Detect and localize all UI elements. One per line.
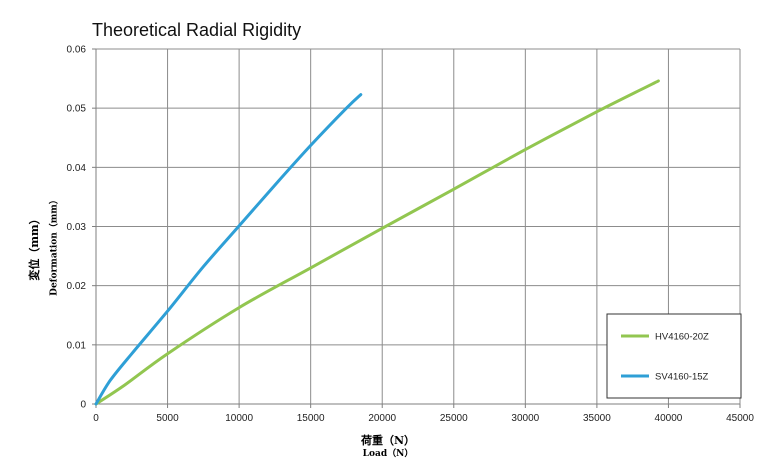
series-line-2: [94, 93, 363, 406]
y-tick-label: 0.03: [67, 222, 87, 233]
x-tick-label: 40000: [655, 413, 683, 424]
y-axis-label-secondary: Deformation（mm）: [49, 195, 60, 296]
x-tick-label: 10000: [225, 413, 253, 424]
x-tick-label: 45000: [726, 413, 754, 424]
y-tick-label: 0.06: [67, 45, 87, 56]
x-tick-label: 35000: [583, 413, 611, 424]
x-tick-label: 25000: [440, 413, 468, 424]
x-tick-label: 30000: [511, 413, 539, 424]
legend-label: SV4160-15Z: [655, 372, 709, 383]
chart-title: Theoretical Radial Rigidity: [92, 20, 302, 40]
y-tick-label: 0.02: [67, 281, 87, 292]
y-tick-label: 0.01: [67, 340, 87, 351]
y-tick-label: 0.05: [67, 104, 87, 115]
y-axis-label-primary: 変位（mm）: [28, 213, 41, 281]
x-axis-label-secondary: Load（N）: [362, 449, 414, 459]
x-tick-label: 5000: [156, 413, 179, 424]
legend-box: [606, 313, 742, 399]
x-tick-label: 20000: [368, 413, 396, 424]
series-line-1: [94, 79, 660, 406]
x-axis-label-primary: 荷重（N）: [360, 434, 416, 447]
x-tick-label: 15000: [297, 413, 325, 424]
y-tick-label: 0.04: [67, 163, 87, 174]
legend-label: HV4160-20Z: [655, 332, 709, 343]
y-tick-label: 0: [80, 400, 86, 411]
x-tick-label: 0: [93, 413, 99, 424]
